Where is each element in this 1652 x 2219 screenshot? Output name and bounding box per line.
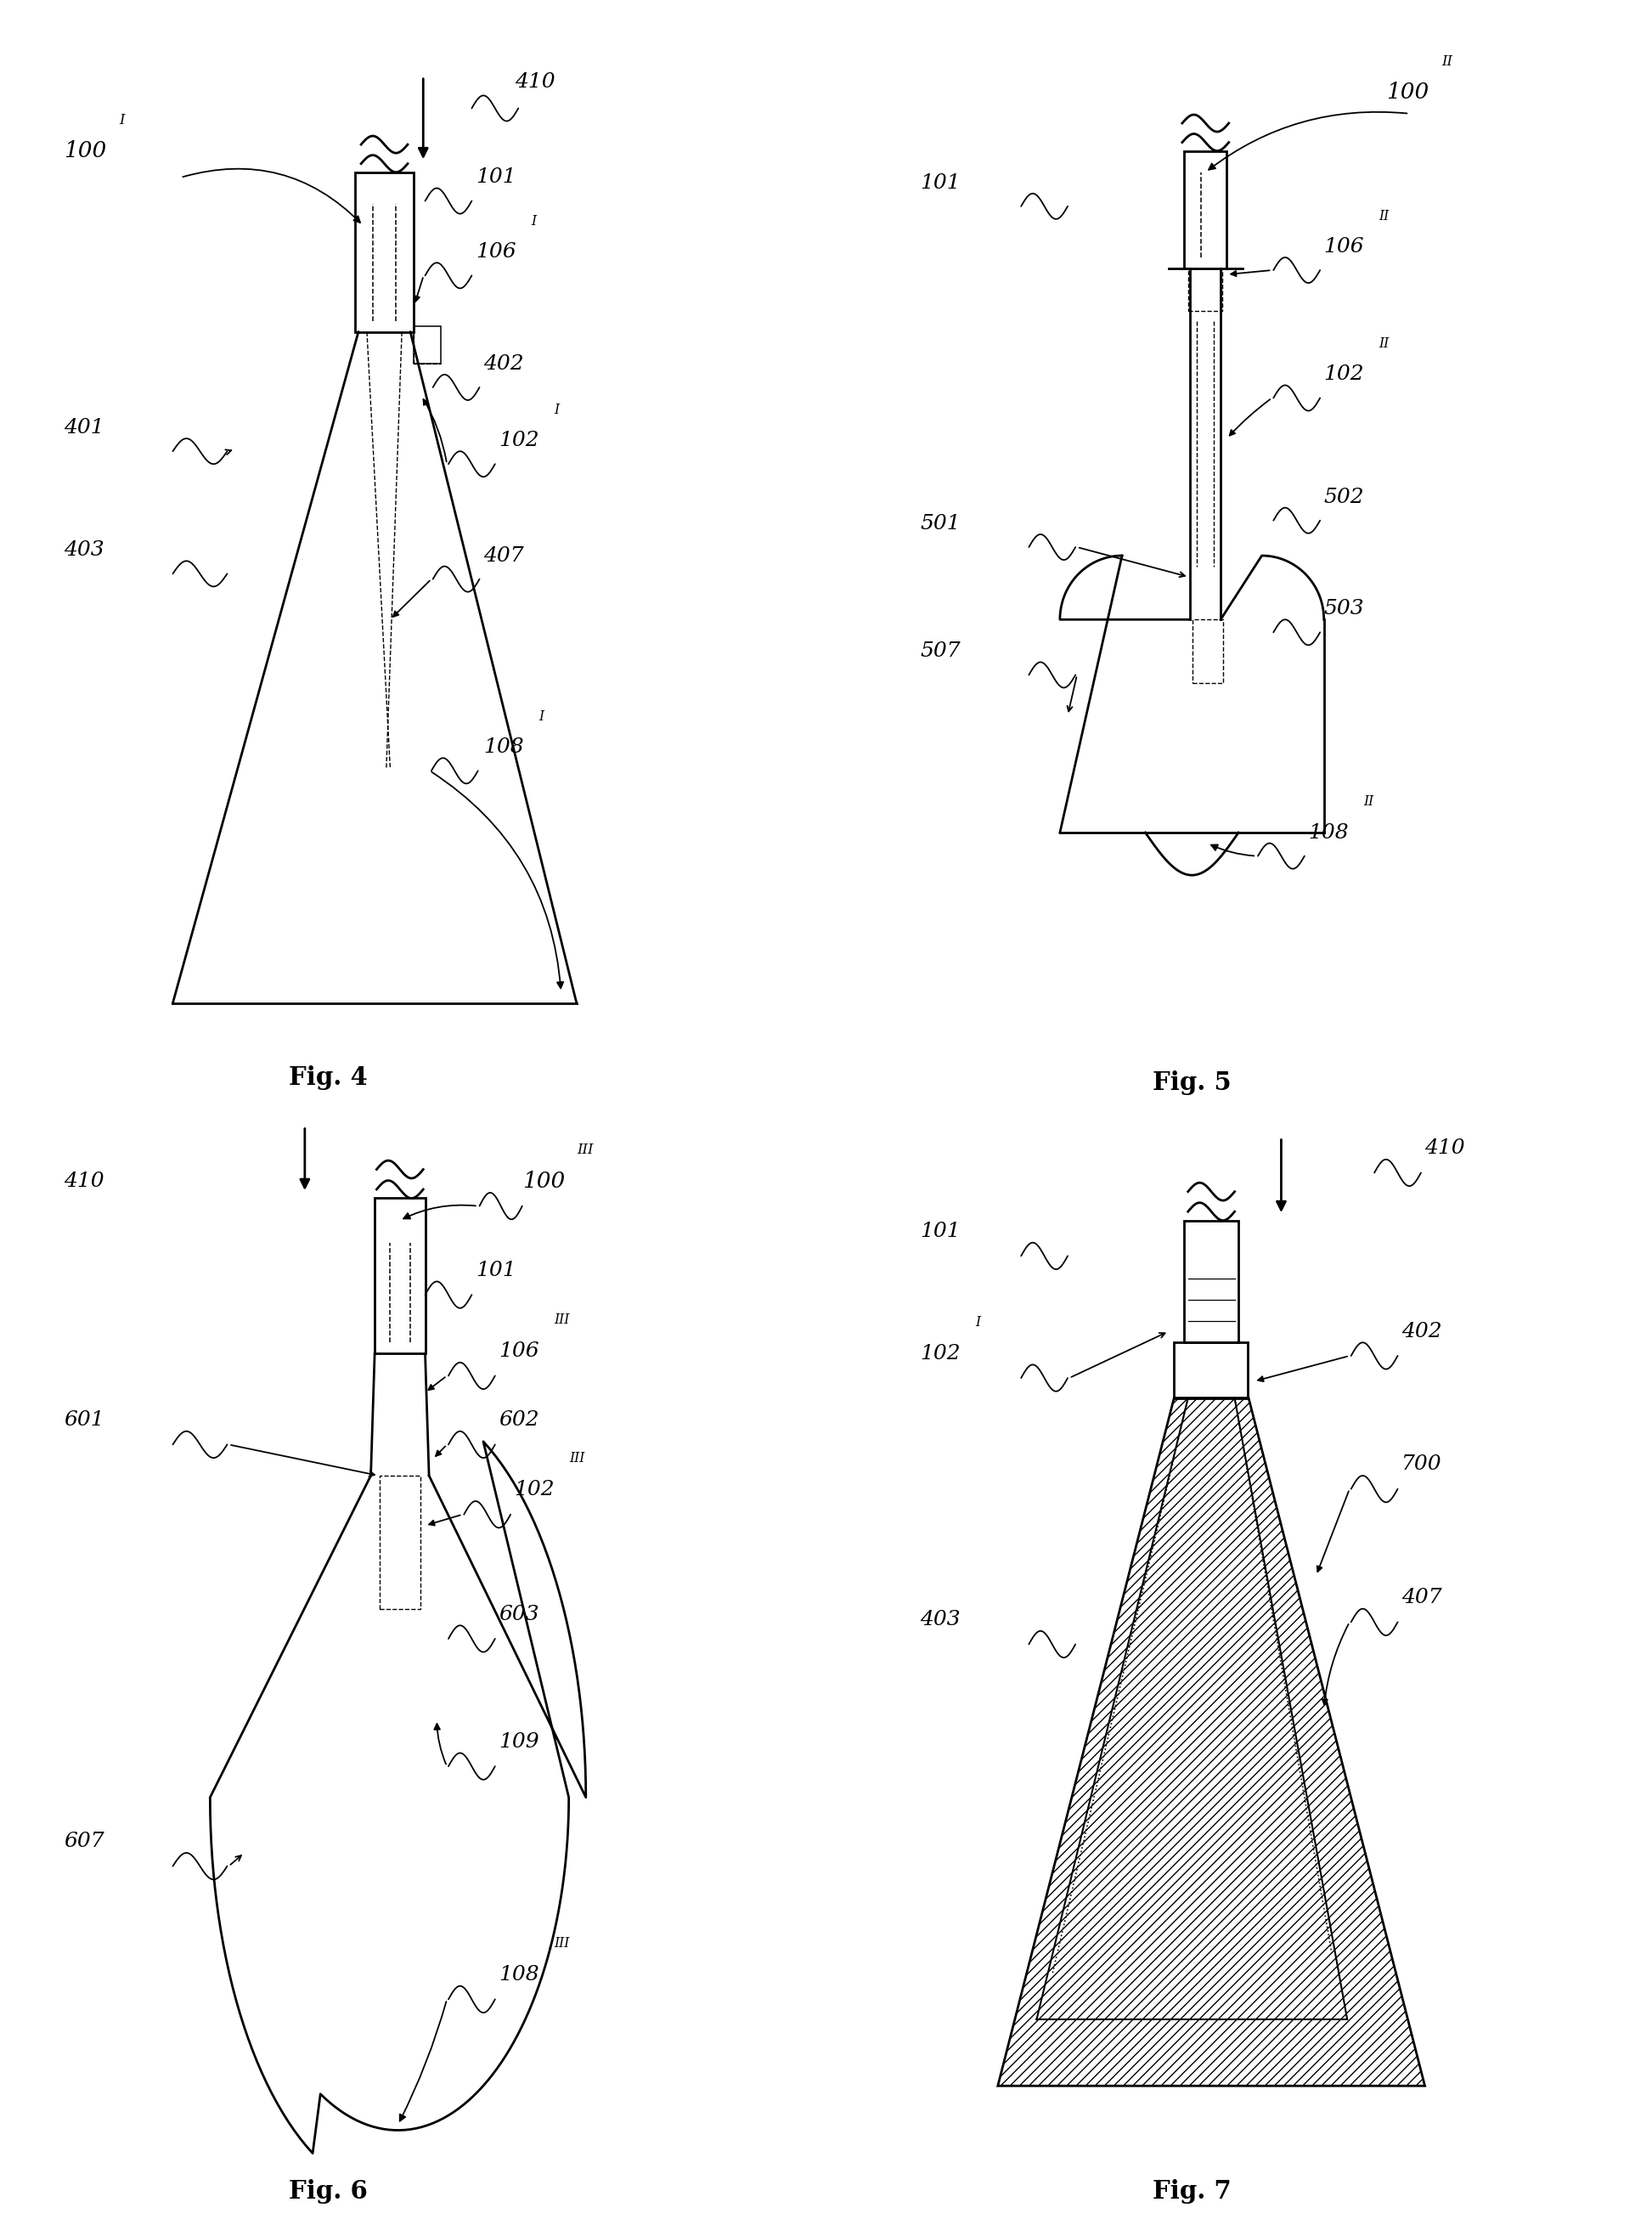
Polygon shape [998,1398,1424,2086]
Text: 401: 401 [64,417,104,437]
Bar [1188,268,1222,311]
Text: 601: 601 [64,1411,104,1429]
Text: 106: 106 [476,242,515,262]
Text: 410: 410 [514,71,555,91]
Text: 106: 106 [1323,237,1365,257]
Text: I: I [975,1314,981,1329]
Text: 607: 607 [64,1833,104,1851]
Text: 101: 101 [920,1223,960,1240]
Text: 403: 403 [64,541,104,559]
Text: 100: 100 [64,140,107,162]
Text: 102: 102 [920,1345,960,1362]
Text: III: III [577,1143,593,1158]
Text: 102: 102 [1323,364,1365,384]
Text: Fig. 6: Fig. 6 [289,2179,367,2203]
Text: 403: 403 [920,1611,960,1629]
Text: II: II [1363,794,1374,810]
Text: 108: 108 [499,1966,539,1984]
Text: 402: 402 [484,355,524,373]
Text: 108: 108 [1308,823,1348,843]
Text: 507: 507 [920,641,960,661]
Text: 108: 108 [484,737,524,757]
Text: I: I [539,710,544,723]
Bar [1175,1342,1247,1398]
Bar [1184,151,1227,268]
Bar [1184,1220,1239,1342]
Text: 101: 101 [476,169,515,186]
Text: 503: 503 [1323,599,1365,619]
Text: Fig. 7: Fig. 7 [1153,2179,1231,2203]
Text: 402: 402 [1401,1323,1442,1340]
Text: 407: 407 [1401,1589,1442,1607]
Text: 101: 101 [920,173,960,193]
Text: 603: 603 [499,1604,539,1624]
Bar [413,326,441,364]
Text: Fig. 5: Fig. 5 [1153,1070,1231,1096]
Bar [1193,619,1222,683]
Text: III: III [570,1451,585,1465]
Text: 102: 102 [514,1480,555,1500]
Text: 410: 410 [1424,1138,1465,1158]
Text: 501: 501 [920,515,960,533]
Text: II: II [1441,55,1452,69]
Text: Fig. 4: Fig. 4 [289,1065,367,1090]
Text: II: II [1379,337,1389,351]
Text: III: III [553,1311,570,1327]
Text: 100: 100 [1386,82,1429,102]
Text: I: I [119,113,126,126]
Bar [375,1198,425,1354]
Text: 100: 100 [522,1172,565,1192]
Text: 602: 602 [499,1411,539,1429]
Text: III: III [553,1935,570,1951]
Text: 700: 700 [1401,1456,1442,1473]
Text: 102: 102 [499,430,539,450]
Text: 502: 502 [1323,488,1365,506]
Text: I: I [553,402,560,417]
Text: 410: 410 [64,1172,104,1192]
Bar [380,1476,420,1609]
Text: 109: 109 [499,1733,539,1751]
Bar [355,173,413,333]
Text: 101: 101 [476,1260,515,1280]
Text: I: I [530,215,535,229]
Text: 407: 407 [484,546,524,566]
Text: II: II [1379,209,1389,224]
Text: 106: 106 [499,1342,539,1360]
